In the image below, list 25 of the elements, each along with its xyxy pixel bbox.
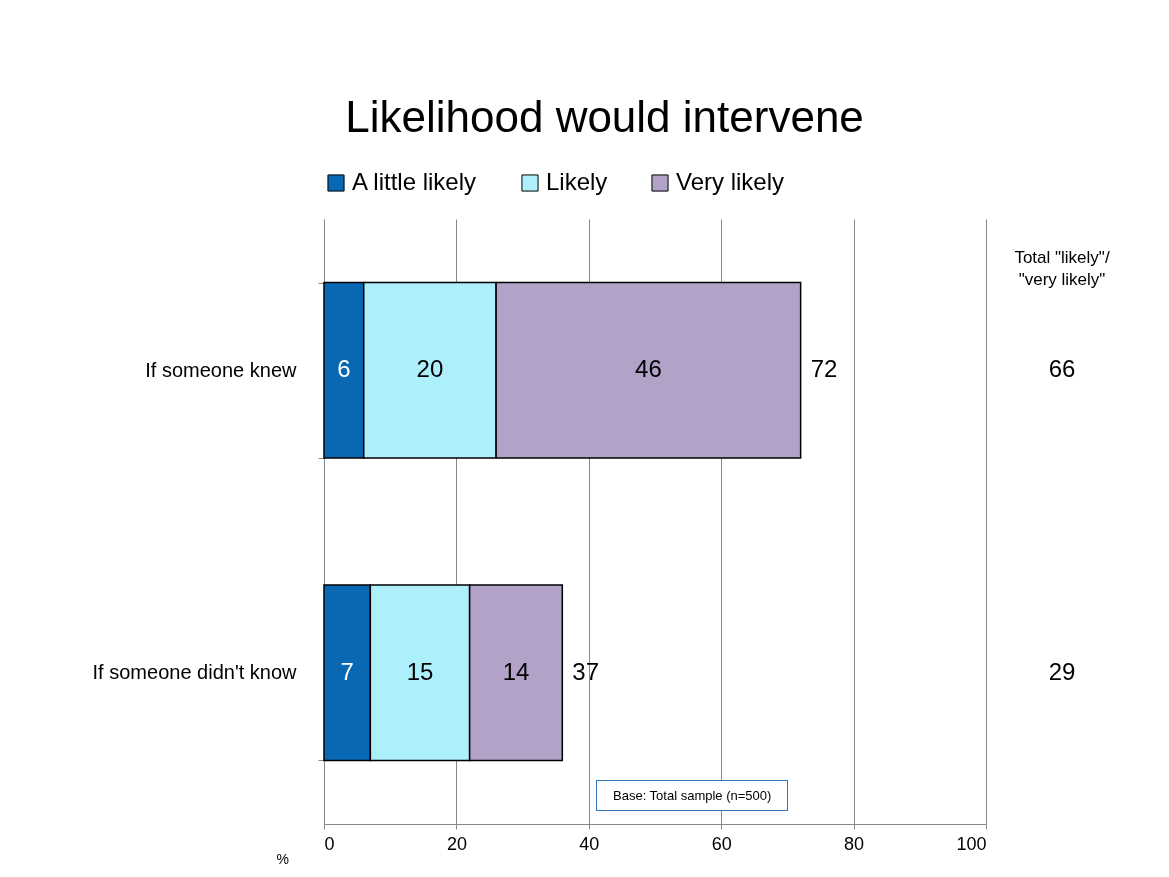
data-label: 7 xyxy=(340,657,354,685)
x-axis-title: % xyxy=(276,850,289,867)
x-tick-label: 100 xyxy=(956,833,987,854)
legend-label: A little likely xyxy=(352,168,477,195)
x-tick-label: 40 xyxy=(579,833,600,854)
x-tick-label: 0 xyxy=(324,833,335,854)
data-label: 46 xyxy=(635,355,662,383)
x-tick-label: 80 xyxy=(844,833,865,854)
data-label: 15 xyxy=(406,657,434,685)
y-tick-label: If someone didn't know xyxy=(92,661,298,684)
legend-label: Very likely xyxy=(676,168,785,195)
x-tick-label: 20 xyxy=(446,833,467,854)
x-tick-label: 60 xyxy=(711,833,732,854)
legend-label: Likely xyxy=(546,168,608,195)
y-tick-label: If someone knew xyxy=(145,358,298,381)
text: Total "likely"/ "very likely" xyxy=(1014,248,1110,289)
text: 66 xyxy=(1048,355,1076,383)
data-label: 6 xyxy=(337,355,351,383)
data-label: 20 xyxy=(416,355,444,383)
chart-title: Likelihood would intervene xyxy=(345,92,864,141)
annotation: Base: Total sample (n=500) xyxy=(596,780,789,811)
total-label: 37 xyxy=(572,657,600,685)
data-label: 14 xyxy=(502,657,530,685)
text: 29 xyxy=(1048,657,1076,685)
total-label: 72 xyxy=(810,355,838,383)
